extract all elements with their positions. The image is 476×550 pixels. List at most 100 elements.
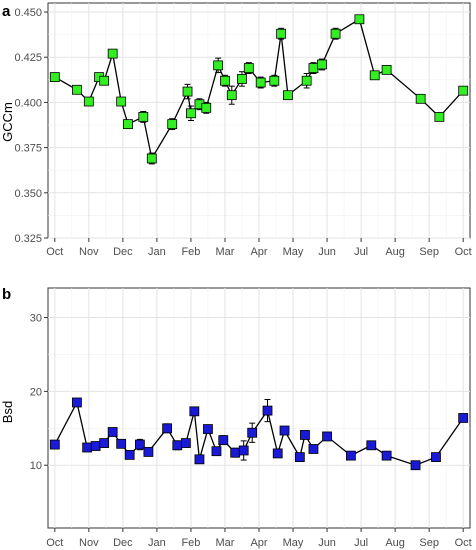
panel-a-data-point [167, 119, 178, 130]
panel-a-data-point [83, 96, 94, 107]
panel-a-data-point [269, 75, 280, 86]
panel-a-data-point [243, 63, 254, 73]
panel-a-x-tick-label: Apr [250, 246, 267, 258]
panel-b-data-point [272, 448, 283, 459]
panel-b-data-point [72, 397, 82, 408]
panel-b-data-point [116, 438, 127, 449]
panel-b-y-ticks: 10 20 30 [30, 313, 48, 472]
panel-b-markers [49, 397, 469, 471]
panel-b-data-point [203, 424, 213, 434]
panel-b-data-point [82, 442, 93, 453]
panel-b-x-tick-label: Dec [113, 537, 133, 549]
panel-b-data-point [90, 441, 101, 451]
panel-a-x-tick-label: Oct [46, 246, 63, 258]
panel-b-x-tick-label: Jul [354, 537, 368, 549]
panel-a-data-point [123, 119, 133, 130]
panel-b-data-point [162, 423, 173, 434]
panel-b-x-tick-label: Oct [46, 537, 63, 549]
panel-a-data-point [354, 14, 365, 25]
panel-a-label: a [2, 3, 11, 20]
panel-a-x-tick-label: Aug [385, 246, 405, 258]
panel-a-y-tick-label: 0.450 [14, 7, 42, 19]
panel-a-markers [49, 14, 469, 164]
panel-b-x-tick-label: Nov [79, 537, 99, 549]
panel-b-data-point [294, 452, 305, 463]
panel-b-data-point [262, 405, 273, 416]
panel-a-data-point [255, 77, 266, 88]
panel-b-data-point [189, 406, 200, 417]
panel-a-data-point [138, 111, 149, 122]
panel-b-data-point [218, 435, 229, 446]
panel-b-y-tick-label: 10 [30, 460, 42, 472]
panel-b-series-line [54, 400, 464, 466]
panel-b-data-point [230, 447, 241, 458]
panel-b-data-point [410, 460, 421, 471]
panel-b-x-tick-label: Apr [250, 537, 267, 549]
panel-a-data-point [116, 96, 127, 107]
panel-b-data-point [211, 446, 222, 457]
panel-b-x-tick-label: May [283, 537, 304, 549]
panel-a-y-axis-label: GCCm [0, 102, 15, 142]
panel-a-x-tick-label: Nov [79, 246, 99, 258]
panel-a-y-tick-label: 0.375 [14, 143, 42, 155]
panel-a-data-point [186, 108, 196, 119]
panel-b-x-tick-label: Feb [181, 537, 200, 549]
panel-a-data-point [99, 75, 110, 86]
panel-a-data-point [308, 63, 319, 73]
panel-a-y-tick-label: 0.425 [14, 52, 42, 64]
panel-a-y-ticks: 0.325 0.350 0.375 0.400 0.425 0.450 [14, 7, 48, 245]
panel-b-data-point [279, 425, 290, 436]
panel-a-data-point [317, 59, 327, 70]
panel-b-data-point [143, 447, 154, 457]
panel-a-x-tick-label: Sep [419, 246, 439, 258]
panel-a-data-point [49, 72, 60, 83]
panel-b-y-axis-label: Bsd [0, 401, 15, 423]
panel-b-x-tick-label: Oct [455, 537, 472, 549]
panel-b-data-point [322, 431, 332, 442]
panel-a: a GCCm 0.325 0.350 0.375 0.400 0.425 0.450 Oc… [0, 2, 472, 258]
panel-b-data-point [49, 439, 60, 450]
panel-a-x-tick-label: Jul [354, 246, 368, 258]
panel-a-data-point [201, 102, 212, 113]
panel-a-x-tick-label: Jan [148, 246, 166, 258]
panel-b-x-tick-label: Jan [148, 537, 166, 549]
panel-a-data-point [330, 28, 341, 39]
panel-a-series-line [54, 18, 464, 161]
panel-b-data-point [194, 454, 205, 465]
panel-a-data-point [237, 74, 247, 84]
panel-b-data-point [308, 444, 319, 454]
panel-b-data-point [247, 427, 258, 438]
panel-b-data-point [134, 439, 145, 450]
panel-b-data-point [107, 427, 118, 437]
panel-b-grid [48, 288, 470, 528]
panel-a-data-point [182, 86, 193, 97]
panel-a-x-tick-label: Feb [181, 246, 200, 258]
panel-a-y-tick-label: 0.400 [14, 97, 42, 109]
panel-a-data-point [381, 64, 392, 75]
panel-b-data-point [124, 449, 135, 460]
panel-b-x-tick-label: Jun [318, 537, 336, 549]
panel-b-x-ticks: Oct Nov Dec Jan Feb Mar Apr May Jun Jul Aug Sep Oct [46, 528, 472, 549]
panel-a-data-point [146, 153, 157, 164]
panel-a-x-tick-label: Dec [113, 246, 133, 258]
panel-b-y-tick-label: 30 [30, 313, 42, 325]
panel-b-data-point [366, 440, 377, 451]
panel-a-data-point [369, 70, 380, 81]
panel-a-data-point [283, 90, 293, 101]
panel-b-label: b [2, 286, 11, 303]
panel-b-x-tick-label: Mar [215, 537, 234, 549]
panel-a-y-tick-label: 0.350 [14, 188, 42, 200]
panel-b: b Bsd 10 20 30 Oct Nov Dec Jan Feb Mar Apr May Jun… [0, 286, 472, 549]
panel-a-data-point [415, 93, 426, 104]
panel-b-x-tick-label: Sep [419, 537, 439, 549]
panel-b-y-tick-label: 20 [30, 386, 42, 398]
panel-b-data-point [458, 413, 469, 423]
panel-b-data-point [300, 430, 310, 440]
panel-b-data-point [99, 438, 110, 448]
panel-a-x-tick-label: Mar [215, 246, 234, 258]
panel-a-y-tick-label: 0.325 [14, 233, 42, 245]
panel-a-data-point [276, 28, 287, 39]
panel-a-data-point [226, 90, 237, 101]
panel-a-x-tick-label: Jun [318, 246, 336, 258]
